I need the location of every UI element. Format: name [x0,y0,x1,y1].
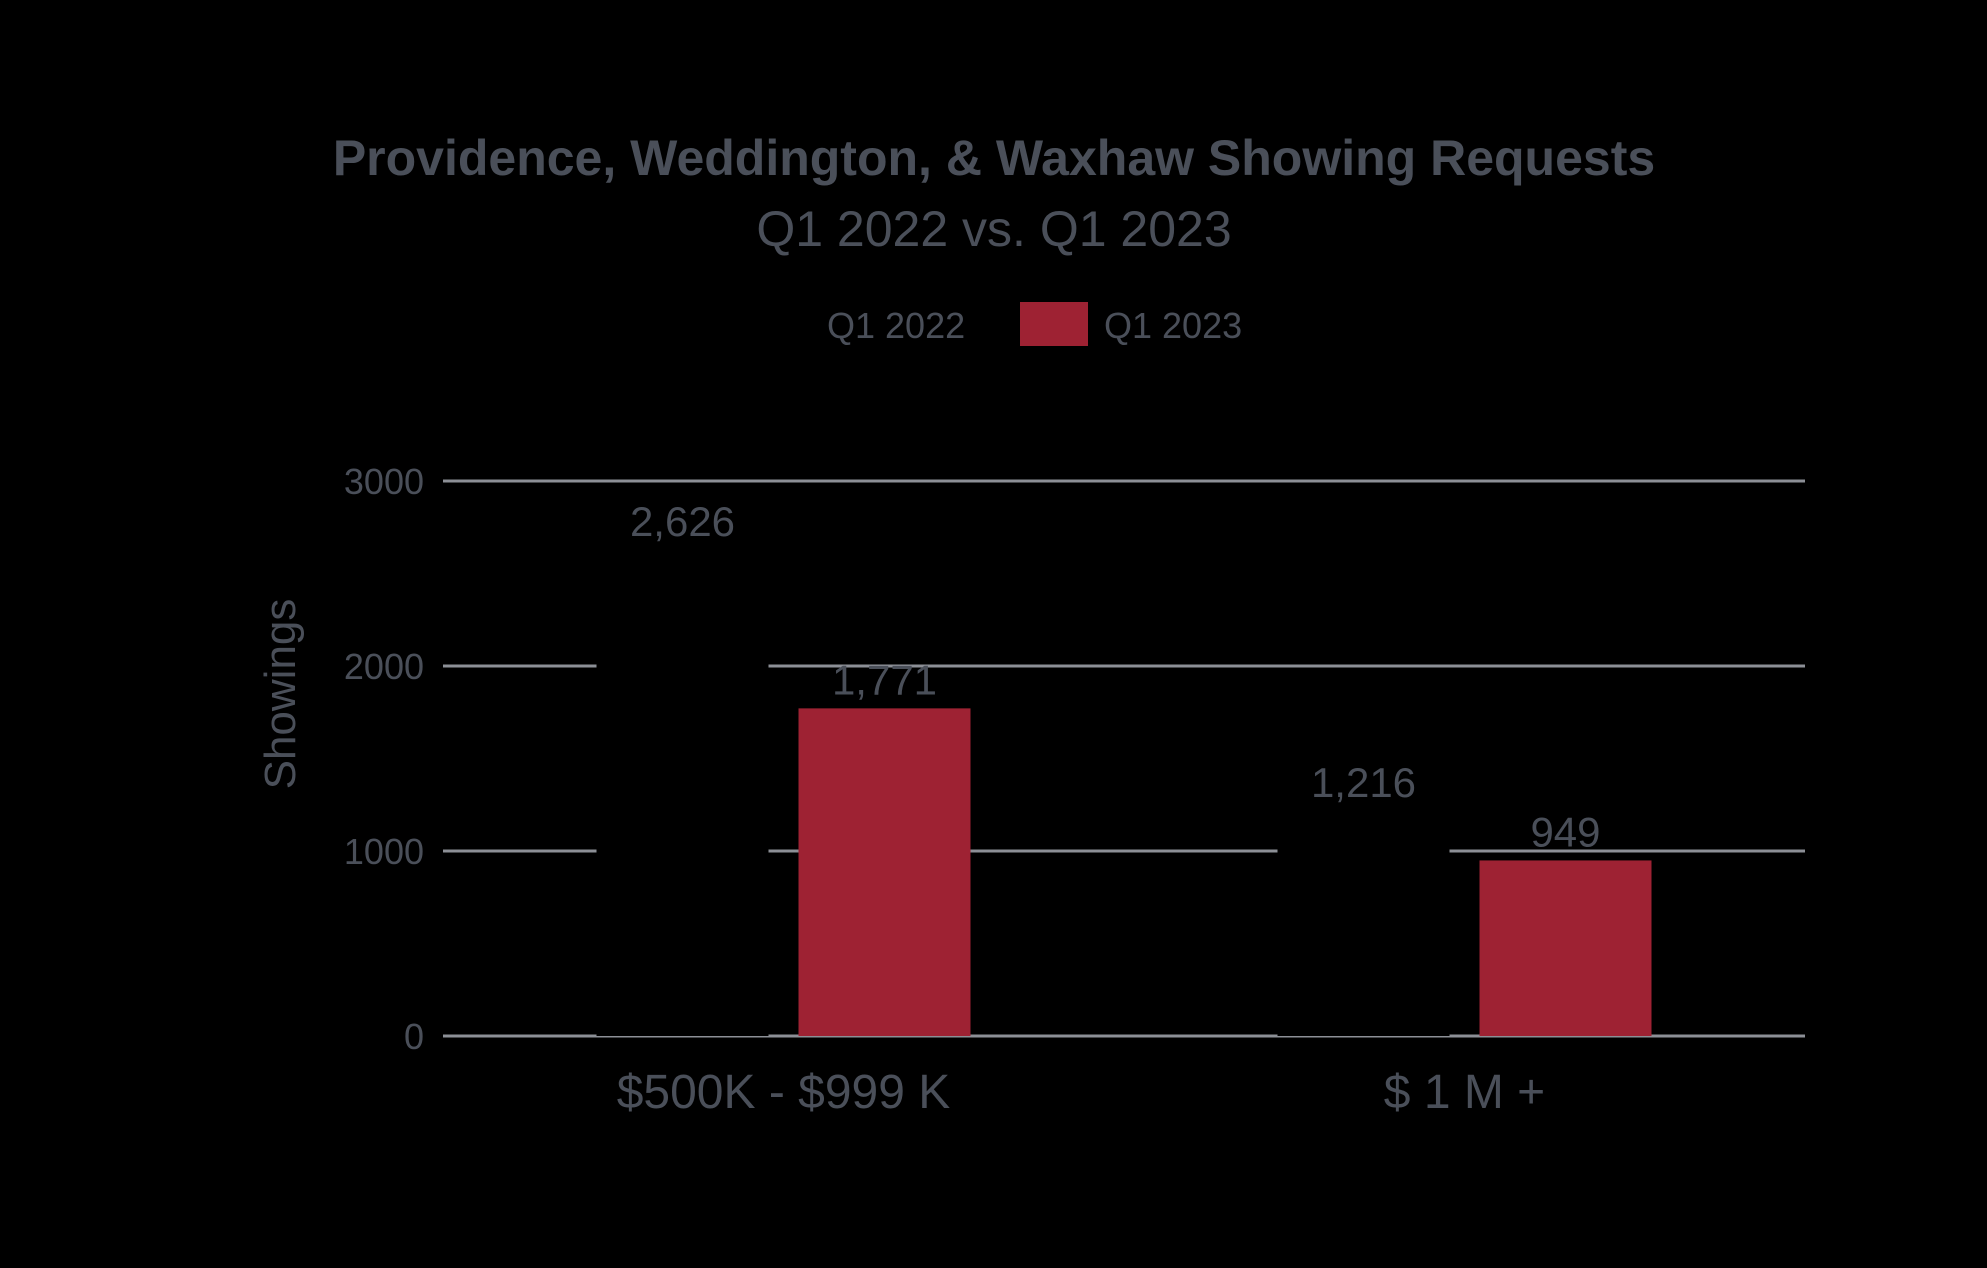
legend-label-q1-2023: Q1 2023 [1104,305,1242,346]
category-label: $500K - $999 K [617,1066,951,1119]
legend-label-q1-2022: Q1 2022 [827,305,965,346]
category-label: $ 1 M + [1384,1066,1545,1119]
y-tick-label: 2000 [344,646,424,687]
chart-subtitle: Q1 2022 vs. Q1 2023 [756,201,1231,257]
data-label: 1,216 [1311,759,1416,806]
legend: Q1 2022 Q1 2023 [768,302,1242,346]
y-axis-ticks: 0 1000 2000 3000 [344,461,424,1057]
legend-swatch-q1-2022 [768,302,836,346]
y-tick-label: 3000 [344,461,424,502]
data-label: 2,626 [630,498,735,545]
bar-q1-2023 [1479,860,1652,1036]
data-label: 949 [1530,808,1600,855]
bar-q1-2022 [1277,811,1450,1036]
y-tick-label: 0 [404,1016,424,1057]
data-labels: 2,626 1,771 1,216 949 [630,498,1601,855]
category-labels: $500K - $999 K $ 1 M + [617,1066,1546,1119]
y-tick-label: 1000 [344,831,424,872]
bar-q1-2023 [798,708,971,1036]
data-label: 1,771 [832,656,937,703]
legend-swatch-q1-2023 [1020,302,1088,346]
bars [596,550,1652,1036]
chart-title: Providence, Weddington, & Waxhaw Showing… [333,130,1655,186]
bar-q1-2022 [596,550,769,1036]
y-axis-title: Showings [256,599,305,790]
